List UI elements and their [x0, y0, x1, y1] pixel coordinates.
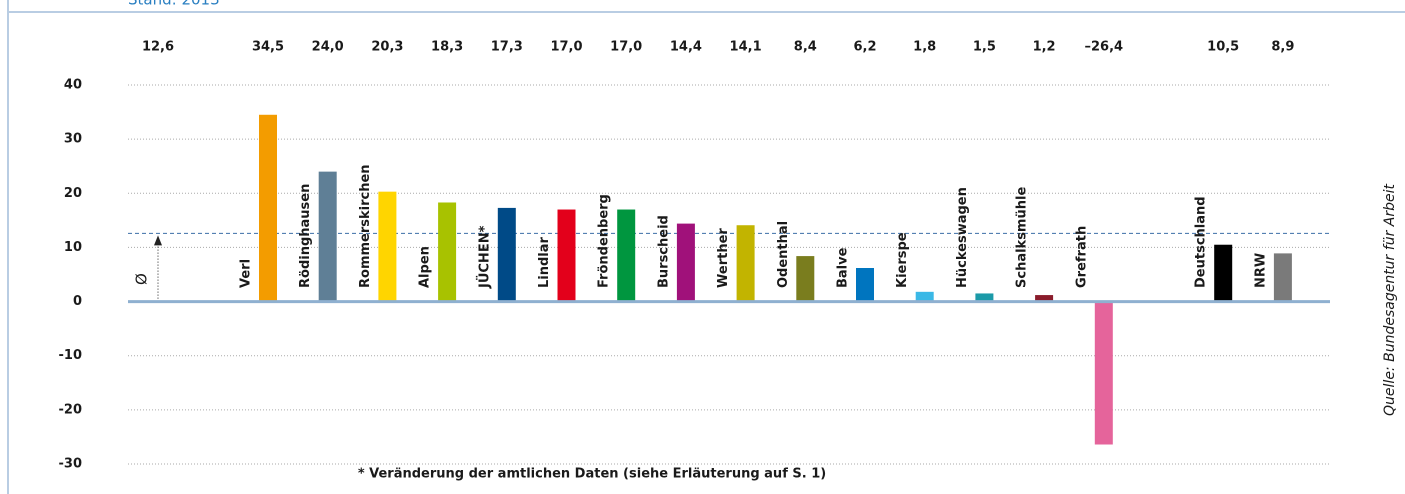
- subtitle: Stand: 2013: [128, 0, 220, 9]
- y-tick-label: -30: [59, 457, 83, 472]
- y-tick-label: 20: [64, 186, 82, 201]
- category-label: Balve: [836, 247, 851, 288]
- category-label: Burscheid: [656, 215, 671, 288]
- arrow-head: [154, 235, 162, 246]
- category-label: Deutschland: [1194, 196, 1209, 288]
- value-label: 17,0: [550, 40, 582, 55]
- y-tick-label: 10: [64, 240, 82, 255]
- bar: [1214, 244, 1233, 302]
- value-label: 17,0: [610, 40, 642, 55]
- average-value-label: 12,6: [142, 40, 174, 55]
- bar: [975, 293, 994, 302]
- footnote: * Veränderung der amtlichen Daten (siehe…: [358, 467, 826, 482]
- bar: [378, 191, 397, 302]
- bar: [1035, 295, 1054, 302]
- value-label: –26,4: [1085, 40, 1124, 55]
- value-label: 20,3: [371, 40, 403, 55]
- value-label: 14,1: [730, 40, 762, 55]
- bar: [497, 207, 516, 302]
- bar: [1094, 301, 1113, 445]
- value-label: 8,9: [1271, 40, 1294, 55]
- y-tick-label: 0: [73, 294, 82, 309]
- value-label: 34,5: [252, 40, 284, 55]
- category-label: Werther: [716, 228, 731, 288]
- bar: [915, 291, 934, 302]
- category-label: Odenthal: [776, 221, 791, 288]
- bar: [796, 256, 815, 302]
- value-label: 8,4: [794, 40, 817, 55]
- category-label: JÜCHEN*: [476, 225, 492, 289]
- bar: [856, 268, 874, 302]
- source: Quelle: Bundesagentur für Arbeit: [1382, 184, 1398, 416]
- value-label: 24,0: [312, 40, 344, 55]
- category-label: Rödinghausen: [298, 184, 313, 288]
- value-label: 10,5: [1207, 40, 1239, 55]
- value-label: 1,2: [1033, 40, 1056, 55]
- category-label: Lindlar: [537, 236, 552, 288]
- bar: [318, 171, 337, 302]
- value-label: 1,5: [973, 40, 996, 55]
- category-label: NRW: [1253, 253, 1268, 288]
- value-label: 18,3: [431, 40, 463, 55]
- value-label: 6,2: [853, 40, 876, 55]
- y-tick-label: -20: [59, 402, 83, 417]
- bar: [676, 223, 695, 302]
- bar: [557, 209, 576, 302]
- average-symbol: Ø: [133, 273, 151, 285]
- category-label: Fröndenberg: [597, 194, 612, 288]
- bar: [736, 225, 755, 302]
- bar: [438, 202, 457, 302]
- category-label: Schalksmühle: [1015, 187, 1030, 288]
- value-label: 14,4: [670, 40, 702, 55]
- bar: [1273, 253, 1292, 302]
- y-tick-label: -10: [59, 348, 83, 363]
- y-tick-label: 40: [64, 78, 82, 93]
- bar: [259, 114, 277, 302]
- category-label: Rommerskirchen: [358, 164, 373, 288]
- category-label: Kierspe: [895, 232, 910, 288]
- category-label: Grefrath: [1074, 226, 1089, 288]
- bar: [617, 209, 636, 302]
- category-label: Verl: [239, 259, 254, 288]
- category-label: Alpen: [418, 246, 433, 288]
- value-label: 1,8: [913, 40, 936, 55]
- category-label: Hückeswagen: [955, 187, 970, 288]
- y-tick-label: 30: [64, 132, 82, 147]
- value-label: 17,3: [491, 40, 523, 55]
